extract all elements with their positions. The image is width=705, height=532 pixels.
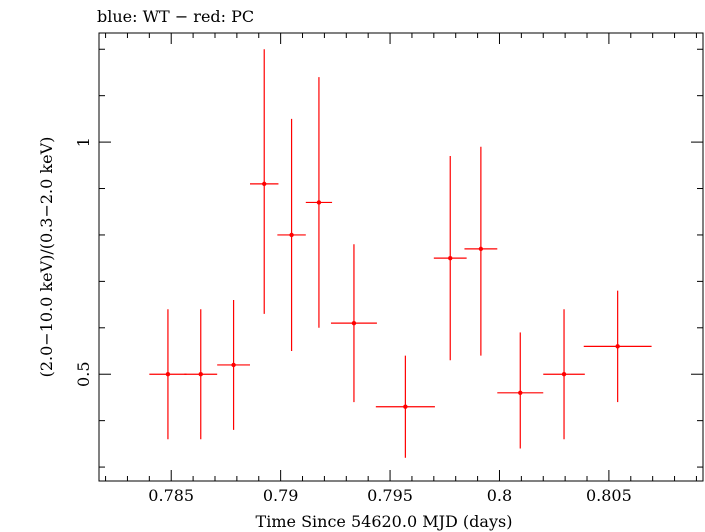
point-marker xyxy=(262,181,267,187)
data-point xyxy=(433,156,467,361)
x-tick-label: 0.795 xyxy=(367,486,413,505)
y-tick-label: 1 xyxy=(74,137,93,147)
point-marker xyxy=(165,372,171,377)
point-marker xyxy=(403,404,408,409)
x-tick-label: 0.785 xyxy=(148,486,194,505)
data-point xyxy=(184,309,218,440)
x-tick-label: 0.79 xyxy=(263,486,299,505)
data-point xyxy=(277,118,306,352)
data-point xyxy=(305,77,333,328)
plot-frame xyxy=(98,32,704,482)
point-marker xyxy=(518,390,523,395)
point-marker xyxy=(289,232,294,238)
data-point xyxy=(375,355,435,458)
point-marker xyxy=(561,372,567,377)
point-marker xyxy=(478,246,484,252)
x-tick-label: 0.8 xyxy=(487,486,512,505)
point-marker xyxy=(231,362,236,368)
point-marker xyxy=(615,344,620,349)
point-marker xyxy=(198,372,203,377)
data-point xyxy=(543,309,585,440)
x-axis: 0.785 0.79 0.795 0.8 0.805 xyxy=(105,33,697,505)
y-axis-label: (2.0−10.0 keV)/(0.3−2.0 keV) xyxy=(37,137,56,378)
data-series-pc xyxy=(149,49,652,458)
x-tick-label: 0.805 xyxy=(586,486,632,505)
data-point xyxy=(330,244,377,403)
data-point xyxy=(464,146,498,356)
point-marker xyxy=(448,255,453,261)
y-axis: 0.51 xyxy=(74,48,703,468)
data-point xyxy=(217,299,250,430)
data-point xyxy=(250,49,279,314)
y-tick-label: 0.5 xyxy=(74,361,93,386)
point-marker xyxy=(316,200,322,205)
point-marker xyxy=(351,320,357,326)
data-point xyxy=(583,290,652,403)
x-axis-label: Time Since 54620.0 MJD (days) xyxy=(256,512,513,531)
data-point xyxy=(497,332,544,449)
chart-title: blue: WT − red: PC xyxy=(97,7,254,26)
data-point xyxy=(149,309,187,440)
